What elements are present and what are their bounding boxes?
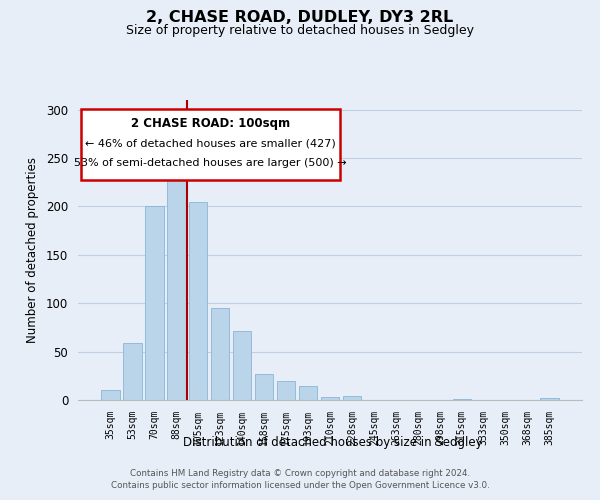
Bar <box>233 332 251 400</box>
Bar <box>145 206 164 400</box>
Text: 53% of semi-detached houses are larger (500) →: 53% of semi-detached houses are larger (… <box>74 158 347 168</box>
Bar <box>255 374 274 400</box>
Bar <box>277 380 295 400</box>
Bar <box>211 308 229 400</box>
Text: Distribution of detached houses by size in Sedgley: Distribution of detached houses by size … <box>183 436 483 449</box>
Bar <box>101 390 119 400</box>
Text: 2 CHASE ROAD: 100sqm: 2 CHASE ROAD: 100sqm <box>131 116 290 130</box>
Bar <box>541 398 559 400</box>
Bar <box>167 174 185 400</box>
Text: Contains public sector information licensed under the Open Government Licence v3: Contains public sector information licen… <box>110 482 490 490</box>
Bar <box>189 202 208 400</box>
Bar <box>299 386 317 400</box>
Text: Contains HM Land Registry data © Crown copyright and database right 2024.: Contains HM Land Registry data © Crown c… <box>130 470 470 478</box>
Bar <box>320 397 340 400</box>
Text: 2, CHASE ROAD, DUDLEY, DY3 2RL: 2, CHASE ROAD, DUDLEY, DY3 2RL <box>146 10 454 25</box>
Bar <box>452 399 471 400</box>
Text: ← 46% of detached houses are smaller (427): ← 46% of detached houses are smaller (42… <box>85 138 335 148</box>
Y-axis label: Number of detached properties: Number of detached properties <box>26 157 39 343</box>
Text: Size of property relative to detached houses in Sedgley: Size of property relative to detached ho… <box>126 24 474 37</box>
Bar <box>123 343 142 400</box>
Bar <box>343 396 361 400</box>
